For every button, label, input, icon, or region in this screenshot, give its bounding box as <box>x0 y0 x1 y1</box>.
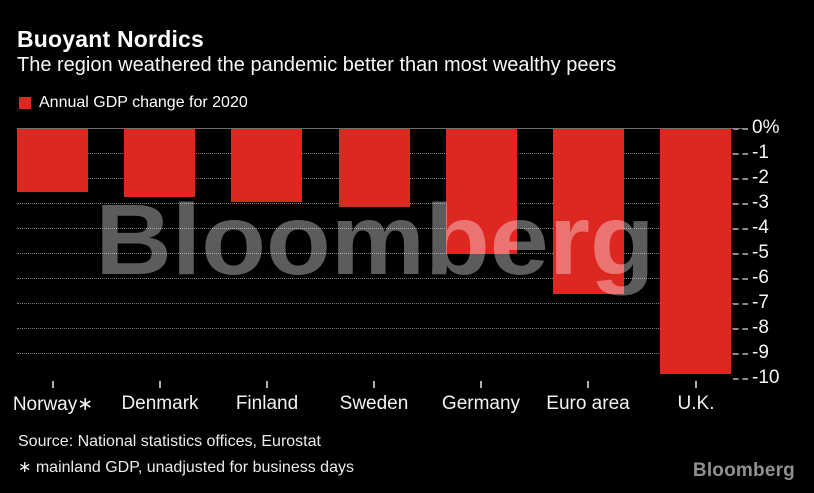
bloomberg-watermark: Bloomberg <box>95 184 655 296</box>
x-axis-tick <box>695 381 697 388</box>
bar <box>660 129 731 374</box>
y-axis-label: 0% <box>752 117 780 138</box>
legend-swatch-icon <box>19 97 31 109</box>
y-axis-label: -7 <box>752 292 769 313</box>
y-axis-tick <box>733 328 748 330</box>
y-axis-tick <box>733 153 748 155</box>
bar <box>553 129 624 294</box>
y-axis-label: -2 <box>752 167 769 188</box>
gridline <box>17 353 733 354</box>
x-axis-tick <box>587 381 589 388</box>
gridline <box>17 253 733 254</box>
bar <box>231 129 302 202</box>
y-axis-label: -10 <box>752 367 780 388</box>
y-axis-tick <box>733 228 748 230</box>
x-axis-label: Germany <box>441 393 521 414</box>
x-axis-tick <box>480 381 482 388</box>
x-axis-label: Denmark <box>121 393 199 414</box>
y-axis-tick <box>733 378 748 380</box>
chart-title: Buoyant Nordics <box>17 26 205 52</box>
y-axis-label: -6 <box>752 267 769 288</box>
y-axis-tick <box>733 178 748 180</box>
y-axis-label: -3 <box>752 192 769 213</box>
footnote-text: ∗ mainland GDP, unadjusted for business … <box>18 459 354 476</box>
zero-baseline <box>17 128 748 129</box>
x-axis-label: Euro area <box>546 393 630 414</box>
y-axis-tick <box>733 303 748 305</box>
x-axis-tick <box>373 381 375 388</box>
chart-subtitle: The region weathered the pandemic better… <box>17 54 617 76</box>
bar <box>124 129 195 197</box>
gridline <box>17 328 733 329</box>
y-axis-label: -9 <box>752 342 769 363</box>
y-axis-label: -5 <box>752 242 769 263</box>
y-axis-label: -1 <box>752 142 769 163</box>
x-axis-label: U.K. <box>677 393 715 414</box>
y-axis-label: -8 <box>752 317 769 338</box>
gridline <box>17 278 733 279</box>
bar <box>17 129 88 192</box>
x-axis-tick <box>52 381 54 388</box>
y-axis-tick <box>733 353 748 355</box>
legend: Annual GDP change for 2020 <box>19 94 248 111</box>
y-axis-tick <box>733 128 748 130</box>
y-axis-tick <box>733 278 748 280</box>
y-axis-tick <box>733 203 748 205</box>
y-axis-label: -4 <box>752 217 769 238</box>
gridline <box>17 303 733 304</box>
bloomberg-logo: Bloomberg <box>692 460 795 481</box>
bar <box>446 129 517 254</box>
x-axis-label: Sweden <box>339 393 409 414</box>
x-axis-label: Finland <box>235 393 299 414</box>
legend-label: Annual GDP change for 2020 <box>39 94 248 111</box>
gridline <box>17 228 733 229</box>
x-axis-tick <box>159 381 161 388</box>
bar <box>339 129 410 207</box>
x-axis-tick <box>266 381 268 388</box>
y-axis-tick <box>733 253 748 255</box>
x-axis-label: Norway∗ <box>12 394 94 415</box>
source-text: Source: National statistics offices, Eur… <box>18 433 321 450</box>
